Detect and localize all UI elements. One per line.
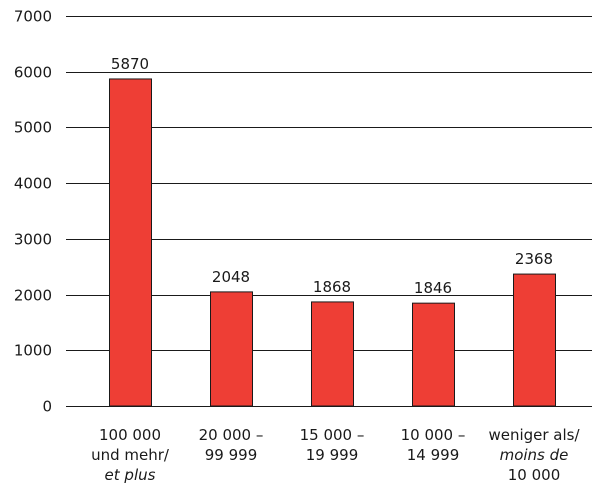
- x-tick-label: weniger als/moins de 10 000: [488, 426, 580, 484]
- gridlines: [66, 16, 592, 407]
- y-axis: 0 1000 2000 3000 4000 5000 6000 7000: [14, 8, 52, 416]
- y-tick-label: 5000: [14, 119, 52, 137]
- data-label: 5870: [111, 55, 149, 73]
- bar: [210, 291, 253, 407]
- bar: [412, 302, 455, 407]
- bar: [311, 301, 354, 407]
- data-label: 1846: [414, 279, 452, 297]
- y-tick-label: 2000: [14, 287, 52, 305]
- x-tick-label-line: 10 000 –: [401, 426, 466, 444]
- x-tick-label: 10 000 – 14 999: [401, 426, 466, 464]
- x-tick-label-line: und mehr/: [91, 446, 170, 464]
- y-tick-label: 3000: [14, 231, 52, 249]
- x-tick-label-line: 100 000: [99, 426, 161, 444]
- x-tick-label-line: 99 999: [205, 446, 258, 464]
- bar: [109, 78, 152, 407]
- y-tick-label: 4000: [14, 175, 52, 193]
- x-tick-label-line: 19 999: [306, 446, 359, 464]
- x-tick-label-line: moins de: [500, 446, 569, 464]
- bars: [109, 78, 556, 407]
- y-tick-label: 7000: [14, 8, 52, 26]
- x-tick-label-line: 20 000 –: [199, 426, 264, 444]
- data-labels: 5870 2048 1868 1846 2368: [111, 55, 553, 297]
- x-axis: 100 000 und mehr/et plus 20 000 – 99 999 15 …: [91, 426, 580, 484]
- data-label: 2368: [515, 250, 553, 268]
- data-label: 1868: [313, 278, 351, 296]
- y-tick-label: 1000: [14, 342, 52, 360]
- x-tick-label-line: weniger als/: [488, 426, 580, 444]
- data-label: 2048: [212, 268, 250, 286]
- x-tick-label-line: et plus: [105, 466, 156, 484]
- x-tick-label-line: 15 000 –: [300, 426, 365, 444]
- bar: [513, 273, 556, 407]
- x-tick-label-line: 10 000: [508, 466, 561, 484]
- y-tick-label: 6000: [14, 64, 52, 82]
- x-tick-label: 15 000 – 19 999: [300, 426, 365, 464]
- x-tick-label: 100 000 und mehr/et plus: [91, 426, 170, 484]
- x-tick-label: 20 000 – 99 999: [199, 426, 264, 464]
- y-tick-label: 0: [42, 398, 52, 416]
- x-tick-label-line: 14 999: [407, 446, 460, 464]
